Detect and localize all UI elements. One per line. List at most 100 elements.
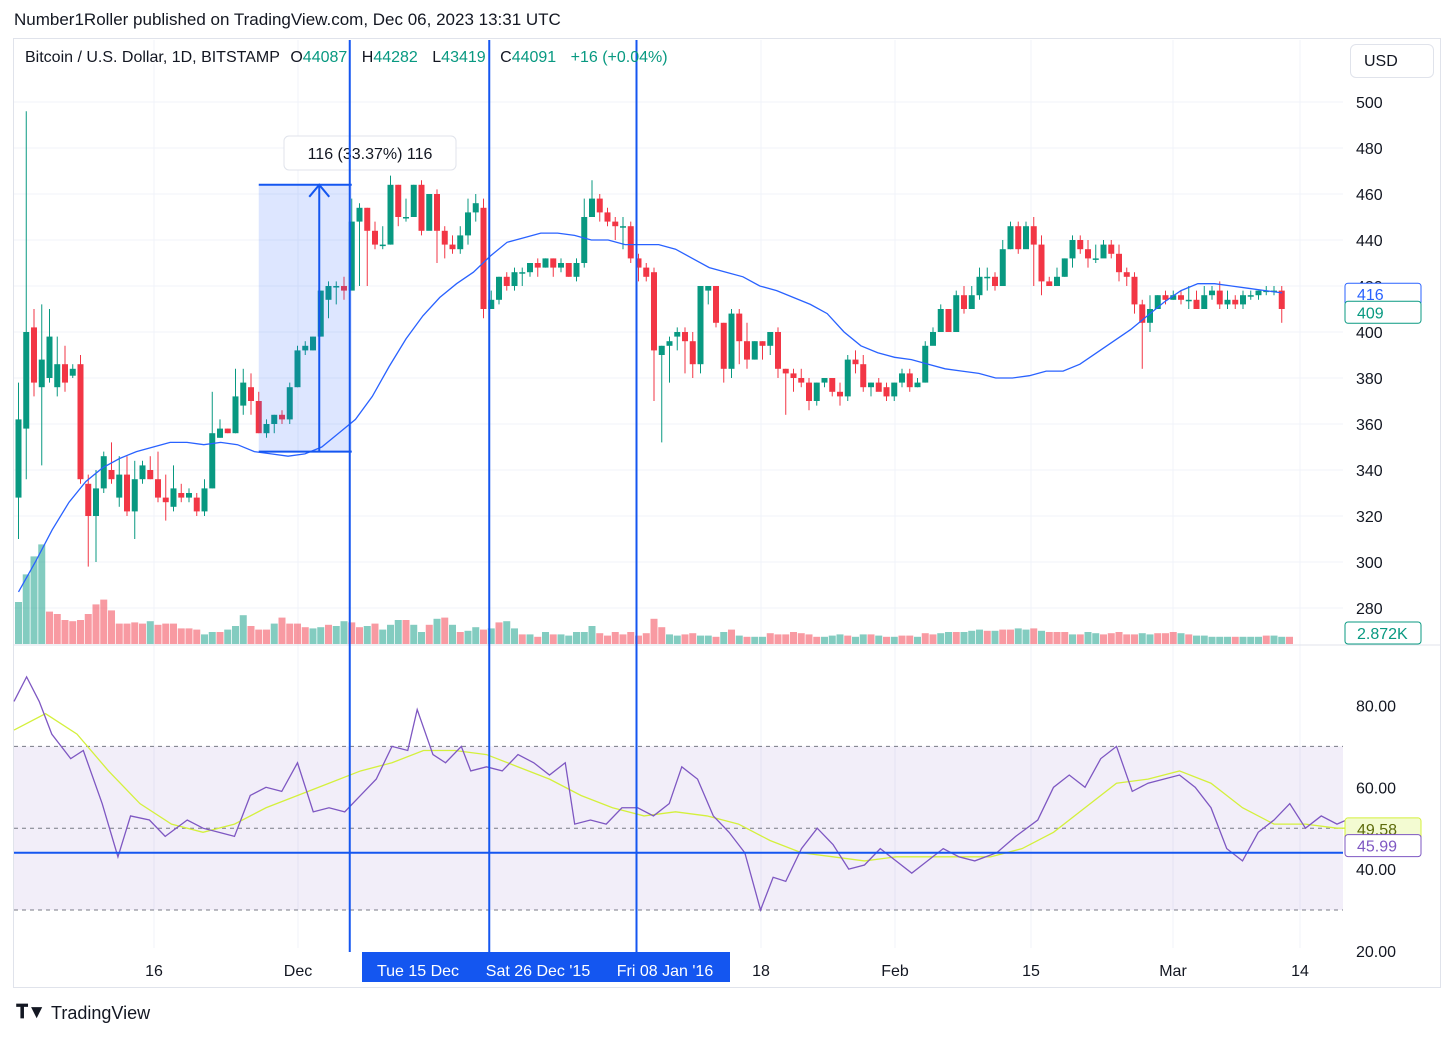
volume-bar [782,634,790,644]
volume-bar [1084,632,1092,644]
volume-bar [146,621,154,644]
volume-bar [1185,634,1193,644]
volume-bar [945,632,952,644]
volume-bar [619,634,627,644]
candle-body [953,295,960,332]
candle-body [124,474,130,512]
candle-body [720,322,727,369]
volume-bar [503,621,511,644]
candle-body [829,378,836,392]
volume-bar [790,632,797,644]
volume-bar [1177,633,1185,644]
candle-body [674,332,681,337]
volume-bar [650,618,658,644]
volume-bar [1278,636,1286,644]
volume-bar [735,635,743,644]
low-value: 43419 [441,49,486,66]
volume-bar [61,620,69,644]
candle-body [798,378,805,383]
candle-body [139,465,146,480]
volume-bar [821,636,828,644]
candle-body [821,378,828,383]
volume-bar [604,635,611,644]
candle-body [209,433,216,489]
candle-body [782,368,789,374]
candle-body [108,470,115,480]
volume-bar [1076,634,1084,644]
overlay-lines: 116 (33.37%) 116 [258,40,638,952]
candle-body [999,249,1006,286]
date-marker-band [362,952,730,982]
moving-average-line [17,232,1283,593]
volume-bar [131,622,139,644]
volume-bar [766,633,774,644]
volume-bar [53,614,61,644]
candle-body [519,272,526,274]
candle-body [1092,258,1099,260]
candle-body [480,207,487,309]
volume-bar [805,634,813,644]
currency-button[interactable]: USD [1350,44,1434,78]
candle-body [1077,240,1084,250]
time-tick: Mar [1159,963,1187,980]
volume-bar [542,632,549,644]
volume-bar [1045,632,1053,644]
volume-bar [402,620,410,644]
candle-body [46,336,53,378]
volume-bar [38,544,46,644]
rsi-tick: 60.00 [1356,780,1396,797]
price-tick: 500 [1356,95,1383,112]
volume-bar [170,623,177,644]
volume-bar [456,632,464,644]
candle-body [193,497,200,512]
volume-bar [991,630,999,644]
candle-body [751,341,758,360]
volume-bar [968,630,976,644]
volume-bar [177,628,185,644]
volume-bar [162,623,170,644]
price-tick: 460 [1356,187,1383,204]
candle-body [77,364,84,480]
candle-body [565,263,572,277]
date-marker-label: Fri 08 Jan '16 [617,963,714,980]
time-tick: Feb [881,963,909,980]
volume-bar [890,636,898,644]
candle-body [372,230,378,245]
candle-body [418,184,425,231]
candle-body [534,263,541,268]
candle-body [294,350,301,388]
rsi-tick: 40.00 [1356,862,1396,879]
candle-body [527,263,533,273]
candle-body [54,364,61,388]
candle-body [1100,244,1107,259]
volume-bar [1216,636,1224,644]
candle-body [310,336,316,351]
candle-body [713,286,719,323]
candle-body [1007,226,1014,250]
candle-body [503,276,510,286]
candle-body [217,428,223,438]
volume-bar [108,610,115,644]
candle-body [635,258,642,268]
candle-body [449,244,456,250]
candle-body [899,373,905,383]
volume-bars [15,544,1293,644]
volume-bar [270,623,278,644]
volume-bar [1286,636,1293,644]
price-tick: 440 [1356,233,1383,250]
volume-bar [1239,636,1247,644]
candle-body [790,373,797,378]
candle-body [511,272,518,286]
candle-body [860,364,867,388]
volume-bar [1014,628,1022,644]
candle-body [93,488,99,516]
candle-body [441,230,448,245]
volume-bar [410,624,418,644]
candle-body [1139,304,1146,323]
candle-body [1193,299,1200,309]
candle-body [15,419,22,498]
rsi-tick: 80.00 [1356,699,1396,716]
candle-body [961,295,967,309]
volume-bar [1154,633,1162,644]
